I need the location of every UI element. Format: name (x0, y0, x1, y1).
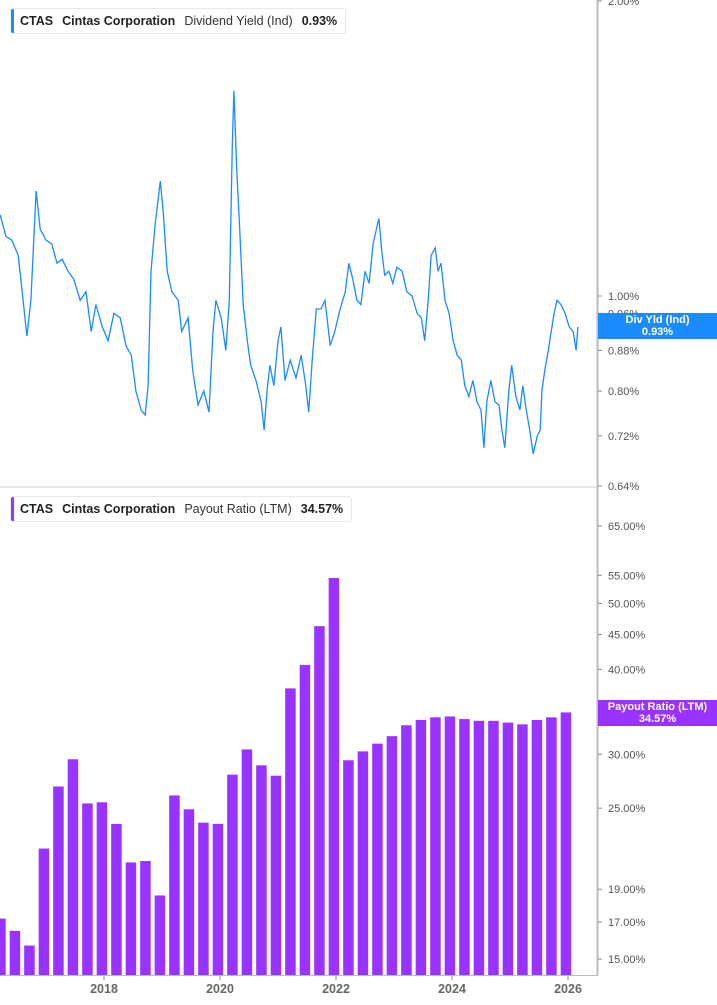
payout-tag-label: Payout Ratio (LTM) (607, 701, 708, 713)
payout-bar (531, 719, 543, 975)
x-tick-label: 2020 (206, 982, 234, 996)
yield-legend[interactable]: CTAS Cintas Corporation Dividend Yield (… (10, 8, 347, 34)
payout-bar (415, 719, 427, 975)
payout-bar (82, 803, 93, 975)
yield-y-axis: 2.00%1.00%0.96%0.88%0.80%0.72%0.64% (598, 0, 639, 493)
payout-bar (357, 751, 369, 975)
legend-company: Cintas Corporation (62, 502, 176, 516)
legend-metric: Payout Ratio (LTM) (184, 502, 292, 516)
payout-bar (444, 716, 456, 975)
y-tick-label: 25.00% (608, 803, 646, 815)
payout-bar (459, 719, 470, 975)
payout-bar (314, 626, 325, 975)
y-tick-label: 0.64% (608, 481, 639, 493)
payout-bar (517, 724, 528, 975)
payout-bar (212, 823, 224, 975)
yield-value-tag: Div Yld (Ind) 0.93% (598, 313, 717, 339)
legend-ticker: CTAS (20, 14, 54, 28)
payout-bar (328, 577, 340, 975)
y-tick-label: 55.00% (608, 570, 646, 582)
y-tick-label: 30.00% (608, 749, 646, 761)
payout-bar (227, 774, 238, 975)
x-tick-label: 2018 (90, 982, 118, 996)
y-tick-label: 15.00% (608, 954, 646, 966)
x-axis: 2018 2020 2022 2024 2026 (90, 976, 582, 996)
x-tick-label: 2022 (322, 982, 350, 996)
payout-legend-swatch (11, 497, 14, 521)
payout-bar (38, 848, 50, 975)
payout-bar (473, 720, 485, 975)
x-tick-label: 2026 (554, 982, 582, 996)
payout-bar (256, 765, 267, 975)
y-tick-label: 40.00% (608, 664, 646, 676)
dividend-yield-line (0, 90, 579, 455)
payout-bar (343, 760, 354, 975)
payout-bar (111, 823, 122, 975)
y-tick-label: 50.00% (608, 598, 646, 610)
legend-value: 34.57% (300, 502, 344, 516)
yield-legend-swatch (11, 9, 14, 33)
y-tick-label: 1.00% (608, 291, 639, 303)
legend-company: Cintas Corporation (62, 14, 176, 28)
payout-bar (96, 802, 108, 975)
payout-bar (140, 861, 151, 975)
payout-legend[interactable]: CTAS Cintas Corporation Payout Ratio (LT… (10, 496, 353, 522)
payout-bar (154, 895, 166, 975)
legend-ticker: CTAS (20, 502, 54, 516)
y-tick-label: 19.00% (608, 884, 646, 896)
payout-bar (0, 918, 6, 975)
payout-bars (0, 577, 572, 975)
payout-bar (67, 759, 79, 975)
payout-value-tag: Payout Ratio (LTM) 34.57% (598, 700, 717, 726)
y-tick-label: 2.00% (608, 0, 639, 8)
payout-bar (386, 736, 398, 975)
y-tick-label: 0.88% (608, 345, 639, 357)
y-tick-label: 17.00% (608, 917, 646, 929)
payout-bar (169, 795, 180, 975)
payout-bar (24, 945, 35, 975)
payout-bar (9, 930, 21, 975)
payout-bar (270, 775, 282, 975)
payout-bar (401, 725, 412, 975)
payout-bar (546, 717, 557, 975)
payout-bar (285, 688, 296, 975)
y-tick-label: 0.72% (608, 431, 639, 443)
payout-bar (183, 809, 195, 975)
payout-bar (53, 786, 64, 975)
payout-bar (125, 862, 137, 975)
payout-bar (502, 722, 514, 975)
payout-bar (372, 743, 383, 975)
legend-metric: Dividend Yield (Ind) (184, 14, 293, 28)
yield-tag-label: Div Yld (Ind) (625, 314, 690, 326)
legend-value: 0.93% (301, 14, 338, 28)
payout-bar (241, 749, 253, 975)
yield-tag-value: 0.93% (641, 326, 674, 338)
payout-bar (299, 664, 311, 975)
payout-bar (430, 717, 441, 975)
payout-tag-value: 34.57% (638, 713, 677, 725)
payout-y-axis: 65.00% 55.00% 50.00% 45.00% 40.00% 30.00% 25.0… (598, 521, 646, 966)
y-tick-label: 65.00% (608, 521, 646, 533)
x-tick-label: 2024 (438, 982, 466, 996)
payout-bar (560, 712, 572, 975)
y-tick-label: 45.00% (608, 630, 646, 642)
payout-bar (488, 720, 499, 975)
y-tick-label: 0.80% (608, 386, 639, 398)
payout-bar (198, 822, 209, 975)
